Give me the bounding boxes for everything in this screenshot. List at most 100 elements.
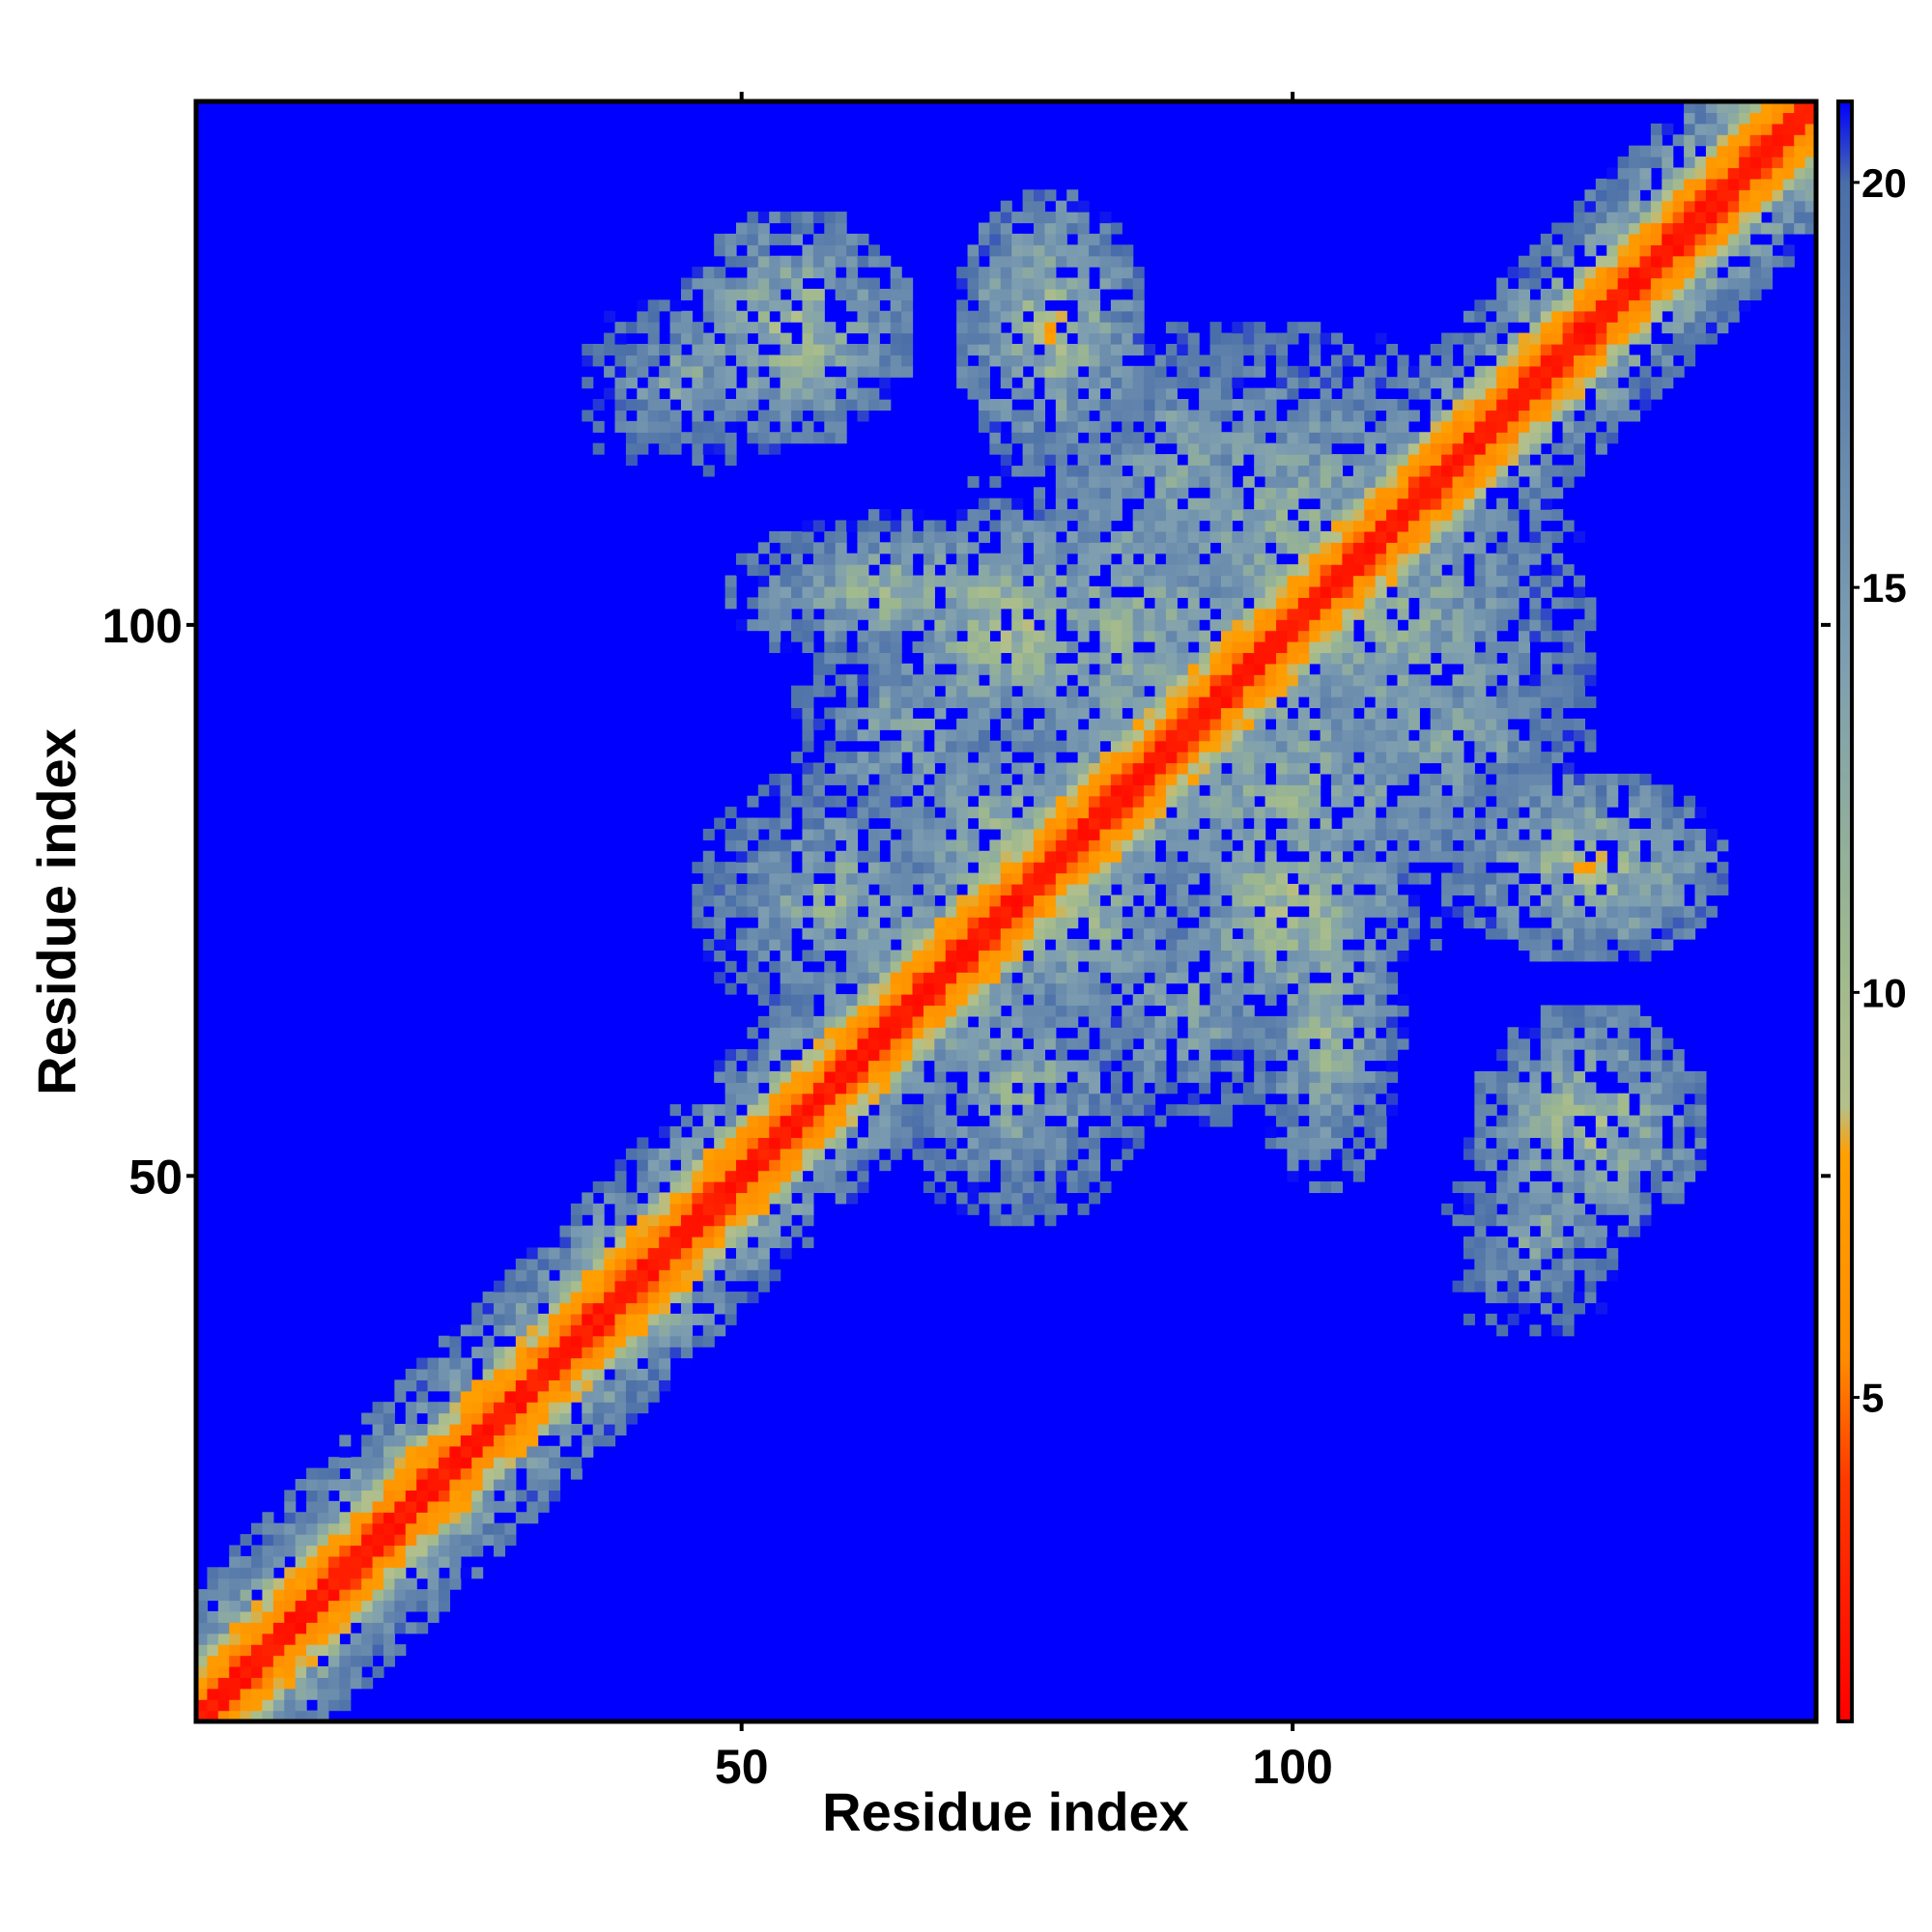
- heatmap-cell: [867, 553, 880, 565]
- heatmap-cell: [1077, 1037, 1090, 1050]
- heatmap-cell: [1254, 927, 1266, 940]
- heatmap-cell: [967, 1005, 980, 1017]
- heatmap-cell: [1011, 927, 1024, 940]
- heatmap-cell: [1066, 729, 1079, 742]
- heatmap-cell: [494, 1324, 506, 1337]
- heatmap-cell: [1375, 1070, 1387, 1083]
- heatmap-cell: [1397, 927, 1409, 940]
- heatmap-cell: [295, 1688, 307, 1700]
- heatmap-cell: [912, 1125, 924, 1138]
- heatmap-cell: [846, 1104, 859, 1117]
- heatmap-cell: [1044, 718, 1057, 730]
- heatmap-cell: [327, 1677, 340, 1690]
- heatmap-cell: [680, 1357, 693, 1370]
- heatmap-cell: [1011, 608, 1024, 620]
- heatmap-cell: [757, 1037, 770, 1050]
- heatmap-cell: [1199, 939, 1211, 952]
- heatmap-cell: [1099, 939, 1112, 952]
- heatmap-cell: [1264, 1015, 1277, 1028]
- heatmap-cell: [317, 1577, 329, 1590]
- heatmap-cell: [901, 1060, 914, 1072]
- heatmap-cell: [857, 1060, 869, 1072]
- heatmap-cell: [1584, 1093, 1597, 1105]
- heatmap-cell: [1287, 950, 1299, 962]
- heatmap-cell: [1154, 872, 1167, 885]
- heatmap-cell: [1629, 1181, 1641, 1194]
- heatmap-cell: [361, 1545, 374, 1557]
- heatmap-cell: [879, 972, 892, 984]
- heatmap-cell: [471, 1490, 484, 1502]
- heatmap-cell: [890, 674, 902, 687]
- heatmap-cell: [1474, 795, 1487, 808]
- heatmap-cell: [901, 542, 914, 554]
- heatmap-cell: [1407, 795, 1420, 808]
- heatmap-cell: [835, 542, 847, 554]
- heatmap-cell: [1485, 784, 1497, 797]
- heatmap-cell: [934, 982, 947, 995]
- heatmap-cell: [736, 1225, 749, 1237]
- heatmap-cell: [1055, 994, 1067, 1007]
- heatmap-cell: [802, 530, 814, 543]
- heatmap-cell: [1232, 707, 1244, 720]
- heatmap-cell: [1077, 762, 1090, 775]
- heatmap-cell: [659, 1357, 671, 1370]
- heatmap-cell: [724, 1302, 737, 1315]
- heatmap-cell: [1364, 994, 1377, 1007]
- heatmap-cell: [802, 740, 814, 753]
- heatmap-cell: [714, 1258, 726, 1270]
- heatmap-cell: [592, 1357, 605, 1370]
- heatmap-cell: [835, 862, 847, 874]
- heatmap-cell: [1574, 850, 1586, 863]
- heatmap-cell: [372, 1589, 384, 1602]
- heatmap-cell: [824, 619, 837, 632]
- heatmap-cell: [1320, 1181, 1332, 1194]
- heatmap-cell: [879, 1115, 892, 1127]
- heatmap-cell: [757, 1148, 770, 1160]
- heatmap-cell: [1220, 630, 1233, 642]
- heatmap-cell: [1474, 718, 1487, 730]
- heatmap-cell: [1574, 585, 1586, 598]
- heatmap-cell: [989, 982, 1002, 995]
- heatmap-cell: [1540, 1037, 1552, 1050]
- heatmap-cell: [669, 1335, 682, 1348]
- heatmap-cell: [1496, 895, 1509, 907]
- heatmap-cell: [702, 1192, 715, 1205]
- heatmap-cell: [757, 564, 770, 577]
- heatmap-cell: [1364, 1082, 1377, 1094]
- heatmap-cell: [846, 1181, 859, 1194]
- heatmap-cell: [1407, 553, 1420, 565]
- heatmap-cell: [1297, 982, 1310, 995]
- heatmap-cell: [1187, 1093, 1200, 1105]
- heatmap-cell: [1089, 1170, 1101, 1182]
- heatmap-cell: [1639, 872, 1652, 885]
- heatmap-cell: [1034, 927, 1046, 940]
- heatmap-cell: [1011, 1214, 1024, 1227]
- heatmap-cell: [526, 1445, 539, 1458]
- heatmap-cell: [1034, 895, 1046, 907]
- heatmap-cell: [1386, 597, 1399, 610]
- heatmap-cell: [229, 1688, 242, 1700]
- heatmap-cell: [1474, 1070, 1487, 1083]
- heatmap-cell: [1110, 1104, 1122, 1117]
- heatmap-cell: [1177, 960, 1189, 973]
- heatmap-cell: [1650, 1148, 1662, 1160]
- heatmap-cell: [1000, 542, 1012, 554]
- heatmap-cell: [1574, 1015, 1586, 1028]
- heatmap-cell: [1419, 674, 1432, 687]
- heatmap-cell: [1485, 696, 1497, 709]
- heatmap-cell: [934, 1093, 947, 1105]
- heatmap-cell: [449, 1357, 462, 1370]
- heatmap-cell: [1154, 685, 1167, 697]
- heatmap-cell: [1309, 960, 1321, 973]
- heatmap-cell: [956, 729, 969, 742]
- heatmap-cell: [1044, 839, 1057, 852]
- heatmap-cell: [956, 1148, 969, 1160]
- heatmap-cell: [1077, 773, 1090, 785]
- heatmap-cell: [846, 850, 859, 863]
- heatmap-cell: [1540, 1005, 1552, 1017]
- heatmap-cell: [284, 1522, 297, 1535]
- heatmap-cell: [1132, 707, 1145, 720]
- heatmap-cell: [736, 817, 749, 830]
- heatmap-cell: [1034, 982, 1046, 995]
- heatmap-cell: [1518, 619, 1530, 632]
